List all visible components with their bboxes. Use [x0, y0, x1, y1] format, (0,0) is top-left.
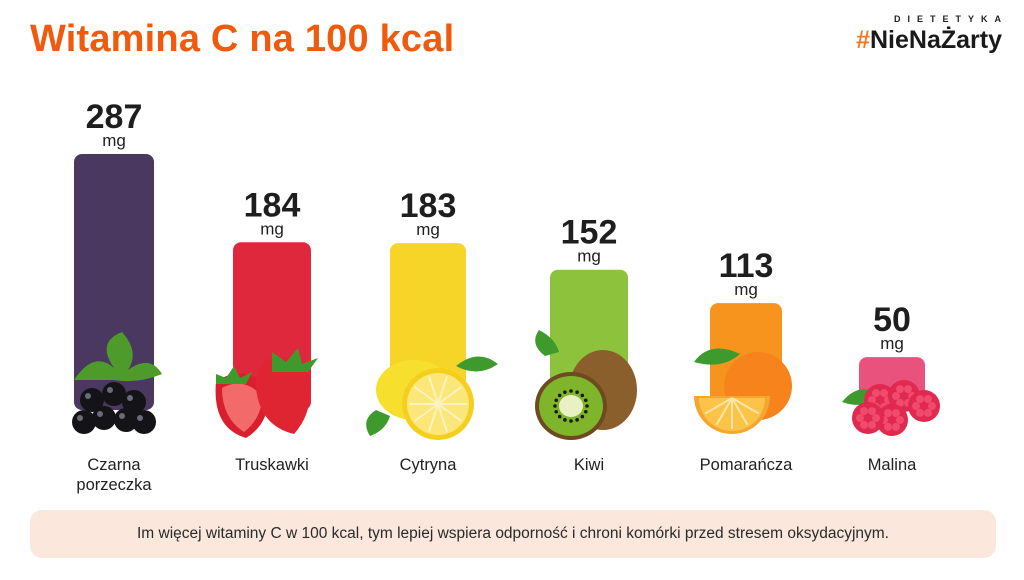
unit-label: mg [577, 247, 601, 266]
raspberry-icon [842, 380, 940, 436]
bar-0 [74, 154, 154, 410]
category-label: Pomarańcza [700, 456, 793, 474]
category-label: Truskawki [235, 456, 309, 474]
unit-label: mg [260, 219, 284, 238]
category-label: Cytryna [400, 456, 458, 474]
category-label: porzeczka [76, 476, 152, 494]
unit-label: mg [734, 280, 758, 299]
value-label: 113 [719, 247, 774, 285]
unit-label: mg [102, 131, 126, 150]
strawberry-icon [215, 348, 318, 438]
category-label: Kiwi [574, 456, 604, 474]
lemon-icon [366, 356, 498, 440]
brand-logo: DIETETYKA #NieNaŻarty [832, 14, 1002, 55]
kiwi-icon [535, 330, 637, 440]
footer-text: Im więcej witaminy C w 100 kcal, tym lep… [136, 525, 889, 542]
logo-hash: # [856, 26, 870, 54]
unit-label: mg [416, 220, 440, 239]
value-label: 184 [244, 186, 301, 224]
value-label: 50 [873, 301, 911, 339]
category-label: Czarna [87, 456, 141, 474]
value-label: 287 [86, 98, 143, 136]
logo-name: NieNaŻarty [870, 26, 1002, 54]
unit-label: mg [880, 334, 904, 353]
logo-subtitle: DIETETYKA [893, 14, 1008, 24]
value-label: 152 [561, 214, 618, 252]
footer-note: Im więcej witaminy C w 100 kcal, tym lep… [30, 510, 996, 558]
category-label: Malina [868, 456, 917, 474]
logo-wordmark: #NieNaŻarty [832, 26, 1002, 55]
blackcurrant-icon [72, 332, 162, 434]
chart-title: Witamina C na 100 kcal [30, 18, 455, 60]
value-label: 183 [400, 187, 457, 225]
orange-icon [694, 348, 792, 434]
